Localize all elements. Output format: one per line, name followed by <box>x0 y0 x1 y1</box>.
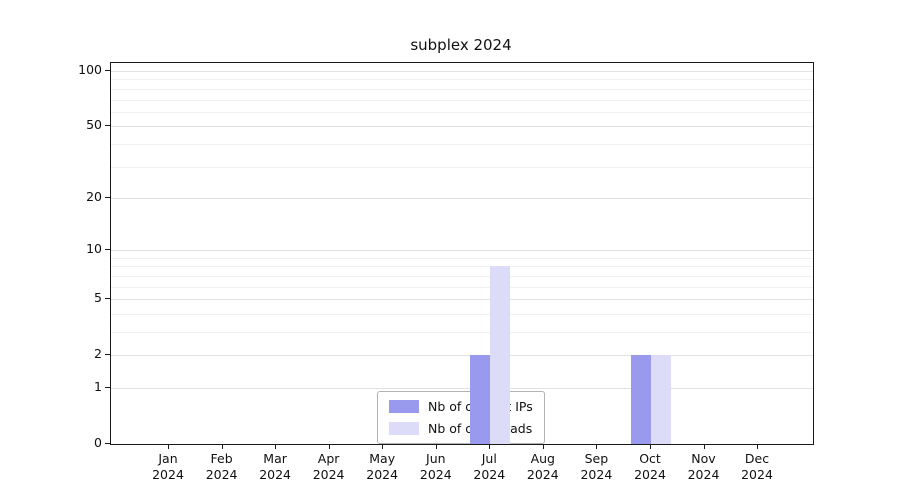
x-tick-label: Jun 2024 <box>419 451 452 482</box>
x-tick <box>275 444 277 449</box>
y-tick <box>105 354 110 356</box>
plot-area: Nb of distinct IPs Nb of downloads <box>110 62 814 445</box>
gridline <box>111 332 813 333</box>
y-tick <box>105 387 110 388</box>
x-tick-label: May 2024 <box>366 451 399 482</box>
x-tick <box>221 444 223 449</box>
x-tick <box>650 444 651 449</box>
gridline <box>111 299 813 301</box>
x-tick <box>168 444 169 449</box>
gridline <box>111 71 813 72</box>
y-tick-label: 5 <box>94 290 102 306</box>
y-tick-label: 2 <box>94 346 102 362</box>
gridline <box>111 266 813 268</box>
gridline <box>111 166 813 168</box>
x-tick <box>703 444 705 449</box>
gridline <box>111 355 813 357</box>
gridline <box>111 99 813 101</box>
x-tick <box>382 444 384 449</box>
y-tick-label: 50 <box>86 117 102 133</box>
bar-downloads-oct <box>651 355 671 444</box>
y-tick <box>105 125 110 127</box>
gridline <box>111 126 813 128</box>
x-tick-label: Apr 2024 <box>312 451 345 482</box>
x-tick <box>542 444 544 449</box>
y-tick <box>105 443 110 444</box>
x-tick <box>435 444 437 449</box>
gridline <box>111 275 813 277</box>
y-tick-label: 100 <box>78 62 102 77</box>
y-tick <box>105 70 110 71</box>
gridline <box>111 79 813 81</box>
x-tick <box>328 444 330 449</box>
legend-item-distinct-ips: Nb of distinct IPs <box>389 399 533 414</box>
gridline <box>111 286 813 288</box>
x-tick-label: Oct 2024 <box>634 451 666 482</box>
legend-swatch-downloads <box>389 422 419 435</box>
gridline <box>111 111 813 113</box>
y-tick <box>105 249 110 251</box>
x-tick-label: Dec 2024 <box>741 451 773 482</box>
legend-swatch-distinct-ips <box>389 400 419 413</box>
y-tick-label: 1 <box>94 379 102 394</box>
x-tick <box>757 444 758 449</box>
x-tick-label: Mar 2024 <box>259 451 291 482</box>
x-tick <box>596 444 598 449</box>
gridline <box>111 88 813 90</box>
x-tick-label: Sep 2024 <box>580 451 613 482</box>
legend: Nb of distinct IPs Nb of downloads <box>377 391 545 444</box>
gridline <box>111 388 813 389</box>
x-tick-label: Nov 2024 <box>687 451 720 482</box>
y-tick-label: 10 <box>86 241 102 257</box>
x-tick <box>489 444 491 449</box>
y-tick <box>105 196 110 198</box>
legend-item-downloads: Nb of downloads <box>389 421 533 436</box>
gridline <box>111 143 813 145</box>
y-tick-label: 0 <box>94 435 102 450</box>
x-tick-label: Feb 2024 <box>205 451 238 482</box>
gridline <box>111 313 813 315</box>
bar-distinct-ips-jul <box>470 355 491 444</box>
y-tick <box>105 298 110 300</box>
x-tick-label: Aug 2024 <box>526 451 559 482</box>
gridline <box>111 197 813 199</box>
y-tick-label: 20 <box>86 188 102 204</box>
x-tick-label: Jul 2024 <box>473 451 506 482</box>
gridline <box>111 257 813 259</box>
bar-distinct-ips-oct <box>631 355 651 444</box>
bar-downloads-jul <box>490 266 511 444</box>
x-tick-label: Jan 2024 <box>152 451 184 482</box>
chart-title: subplex 2024 <box>410 36 512 54</box>
gridline <box>111 250 813 252</box>
